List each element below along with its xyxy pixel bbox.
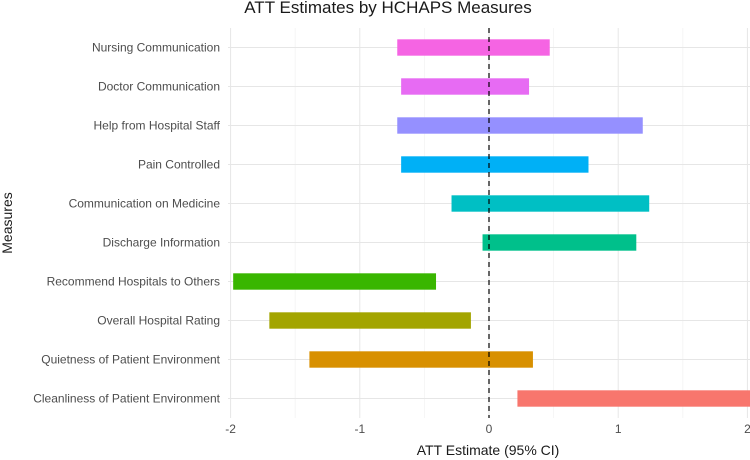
ci-bar-recommend-hospitals-to-others <box>233 273 437 290</box>
category-labels: Nursing Communication Doctor Communicatio… <box>33 41 220 406</box>
category-label: Help from Hospital Staff <box>94 119 221 133</box>
ci-bar-nursing-communication <box>397 39 550 56</box>
x-axis-title: ATT Estimate (95% CI) <box>417 442 560 458</box>
ci-bar-doctor-communication <box>401 78 530 95</box>
x-tick-label: -1 <box>354 422 365 436</box>
ci-bar-help-from-hospital-staff <box>397 117 643 134</box>
category-label: Doctor Communication <box>98 80 220 94</box>
category-label: Pain Controlled <box>138 158 220 172</box>
category-label: Quietness of Patient Environment <box>41 353 220 367</box>
ci-bar-pain-controlled <box>401 156 589 173</box>
y-axis-title: Measures <box>0 192 15 253</box>
category-label: Discharge Information <box>103 236 220 250</box>
x-tick-label: 2 <box>744 422 750 436</box>
x-tick-labels: -2 -1 0 1 2 <box>225 422 750 436</box>
category-label: Recommend Hospitals to Others <box>47 275 220 289</box>
ci-bar-quietness-of-patient-environment <box>309 351 533 368</box>
bars <box>233 39 750 407</box>
ci-bar-discharge-information <box>482 234 637 251</box>
chart-title: ATT Estimates by HCHAPS Measures <box>244 0 532 17</box>
ci-bar-overall-hospital-rating <box>269 312 471 329</box>
ci-bar-communication-on-medicine <box>451 195 650 212</box>
x-tick-label: -2 <box>225 422 236 436</box>
ci-bar-cleanliness-of-patient-environment <box>517 390 750 407</box>
category-label: Overall Hospital Rating <box>97 314 220 328</box>
category-label: Cleanliness of Patient Environment <box>33 392 220 406</box>
category-label: Communication on Medicine <box>69 197 221 211</box>
category-label: Nursing Communication <box>92 41 220 55</box>
x-tick-label: 1 <box>615 422 622 436</box>
x-tick-label: 0 <box>486 422 493 436</box>
